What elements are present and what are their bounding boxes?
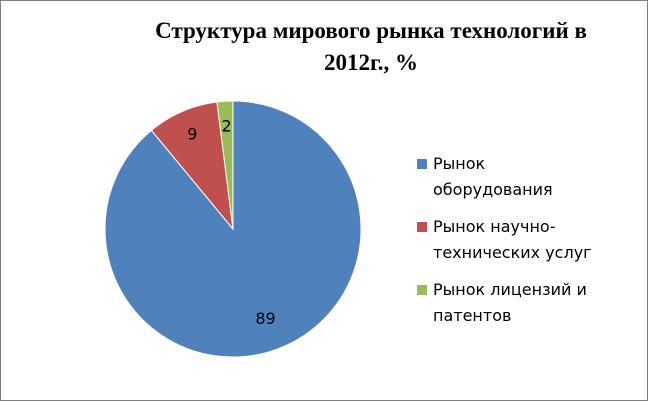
- legend-swatch: [417, 285, 427, 295]
- legend-label: Рынок научно-технических услуг: [433, 217, 592, 262]
- data-label: 89: [255, 309, 275, 328]
- data-label: 2: [221, 116, 231, 135]
- legend-label: Рынок оборудования: [433, 154, 553, 199]
- legend-label: Рынок лицензий и патентов: [433, 280, 587, 325]
- chart-title: Структура мирового рынка технологий в 20…: [155, 18, 587, 75]
- data-label: 9: [187, 125, 197, 144]
- legend-swatch: [417, 222, 427, 232]
- pie-slice: [216, 100, 234, 230]
- legend-swatch: [417, 159, 427, 169]
